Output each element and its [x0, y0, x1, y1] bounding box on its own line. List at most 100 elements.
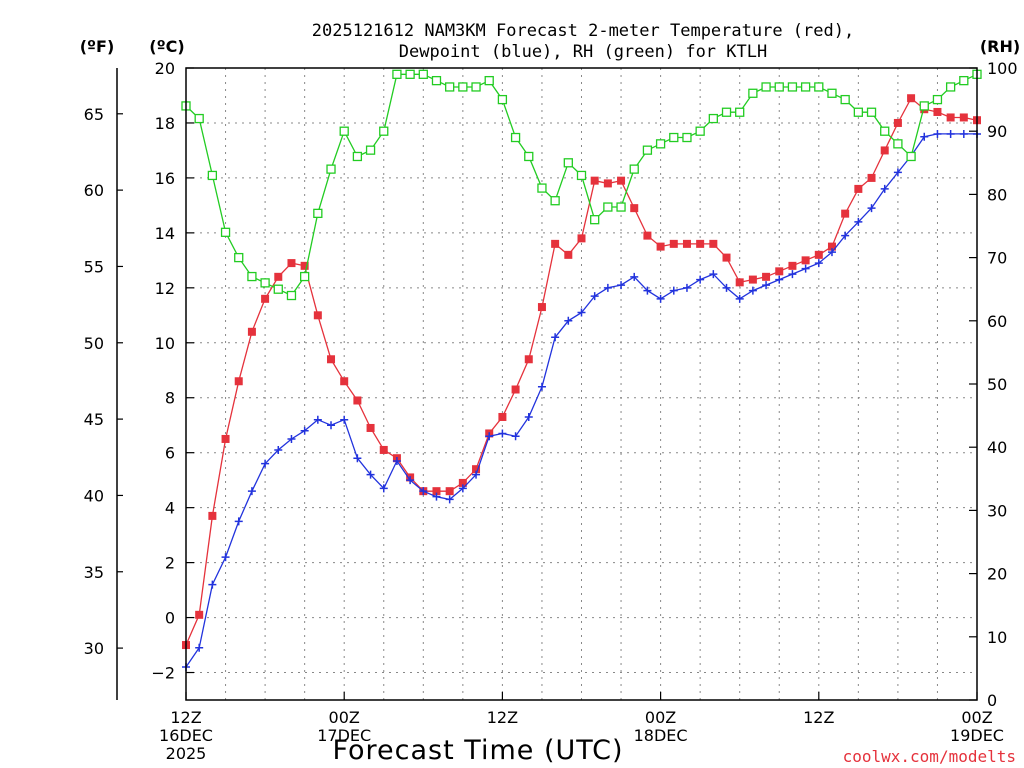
- x-tick-label: 12Z: [487, 708, 518, 727]
- 2-meter-temperature-point: [907, 94, 916, 103]
- rh-point: [339, 126, 349, 136]
- 2-meter-temperature-point: [432, 487, 441, 496]
- rh-point: [484, 75, 494, 86]
- celsius-tick-label: 12: [155, 279, 175, 298]
- rh-tick-label: 100: [987, 59, 1018, 78]
- rh-point: [537, 183, 547, 193]
- dewpoint-point: [946, 129, 955, 138]
- rh-point: [234, 252, 244, 263]
- rh-point: [959, 75, 969, 86]
- rh-point: [563, 158, 573, 168]
- rh-point: [893, 139, 903, 149]
- rh-point: [840, 94, 850, 105]
- 2-meter-temperature-point: [959, 113, 968, 122]
- dewpoint-point: [709, 270, 718, 279]
- dewpoint-point: [722, 283, 731, 292]
- dewpoint-point: [392, 456, 401, 465]
- celsius-tick-label: 20: [155, 59, 175, 78]
- dewpoint-point: [854, 217, 863, 226]
- rh-point: [655, 139, 666, 149]
- 2-meter-temperature-point: [814, 250, 823, 259]
- rh-tick-label: 90: [987, 122, 1007, 141]
- dewpoint-point: [630, 272, 639, 281]
- x-tick-label: 12Z: [803, 708, 834, 727]
- 2-meter-temperature-point: [221, 434, 230, 443]
- 2-meter-temperature-point: [458, 478, 467, 487]
- 2-meter-temperature-point: [669, 239, 678, 248]
- dewpoint-point: [590, 292, 599, 301]
- rh-point: [497, 94, 508, 105]
- 2-meter-temperature-point: [327, 355, 336, 364]
- rh-point: [260, 278, 270, 288]
- 2-meter-temperature-point: [366, 423, 375, 432]
- 2-meter-temperature-point: [722, 253, 731, 262]
- dewpoint-point: [577, 308, 586, 317]
- rh-point: [365, 145, 376, 155]
- 2-meter-temperature-point: [880, 146, 889, 155]
- celsius-tick-label: 6: [165, 444, 175, 463]
- rh-point: [906, 151, 916, 162]
- dewpoint-point: [762, 281, 771, 290]
- 2-meter-temperature-point: [564, 250, 573, 259]
- dewpoint-point: [353, 454, 362, 463]
- x-tick-label: 00Z: [329, 708, 360, 727]
- 2-meter-temperature-point: [379, 445, 388, 454]
- rh-point: [748, 88, 758, 98]
- celsius-tick-label: 4: [165, 499, 175, 518]
- 2-meter-temperature-point: [788, 261, 797, 270]
- rh-point: [220, 227, 231, 237]
- rh-point: [207, 170, 218, 181]
- 2-meter-temperature-point: [524, 355, 533, 364]
- x-tick-label: 12Z: [170, 708, 201, 727]
- fahrenheit-tick-label: 55: [84, 257, 104, 276]
- dewpoint-point: [379, 484, 388, 493]
- rh-point: [405, 69, 415, 79]
- dewpoint-point: [643, 286, 652, 295]
- rh-point: [299, 271, 310, 282]
- 2-meter-temperature-point: [617, 176, 626, 185]
- dewpoint-point: [366, 470, 375, 479]
- chart-title-line-1: 2025121612 NAM3KM Forecast 2-meter Tempe…: [312, 21, 854, 41]
- fahrenheit-tick-label: 45: [84, 410, 104, 429]
- 2-meter-temperature-point: [933, 107, 942, 116]
- source-credit: coolwx.com/modelts: [843, 747, 1016, 766]
- dewpoint-point: [485, 432, 494, 441]
- rh-point: [695, 126, 705, 136]
- dewpoint-point: [867, 204, 876, 213]
- 2-meter-temperature-point: [696, 239, 705, 248]
- 2-meter-temperature-point: [801, 256, 810, 265]
- celsius-tick-label: 18: [155, 114, 175, 133]
- dewpoint-point: [880, 184, 889, 193]
- rh-point: [880, 126, 890, 136]
- rh-axis-label: (RH): [980, 37, 1020, 56]
- rh-tick-label: 50: [987, 375, 1007, 394]
- rh-point: [247, 271, 257, 282]
- dewpoint-point: [406, 476, 415, 485]
- dewpoint-point: [274, 445, 283, 454]
- 2-meter-temperature-point: [643, 231, 652, 240]
- 2-meter-temperature-point: [511, 385, 520, 394]
- rh-point: [866, 107, 877, 117]
- rh-point: [616, 202, 626, 212]
- data-series: [181, 69, 982, 672]
- dewpoint-point: [221, 553, 230, 562]
- rh-point: [774, 82, 784, 92]
- celsius-tick-label: −2: [151, 664, 175, 683]
- dewpoint-point: [287, 434, 296, 443]
- dewpoint-point: [669, 286, 678, 295]
- dewpoint-point: [537, 382, 546, 391]
- 2-meter-temperature-point: [300, 261, 309, 270]
- rh-point: [682, 132, 692, 143]
- 2-meter-temperature-point: [247, 327, 256, 336]
- rh-point: [286, 290, 297, 301]
- 2-meter-temperature-point: [472, 465, 481, 474]
- 2-meter-temperature-point: [735, 278, 744, 287]
- rh-tick-label: 70: [987, 249, 1007, 268]
- rh-tick-label: 20: [987, 565, 1007, 584]
- dewpoint-point: [841, 231, 850, 240]
- 2-meter-temperature-point: [537, 303, 546, 312]
- 2-meter-temperature-point: [775, 267, 784, 276]
- dewpoint-point: [208, 580, 217, 589]
- 2-meter-temperature-point: [498, 412, 507, 421]
